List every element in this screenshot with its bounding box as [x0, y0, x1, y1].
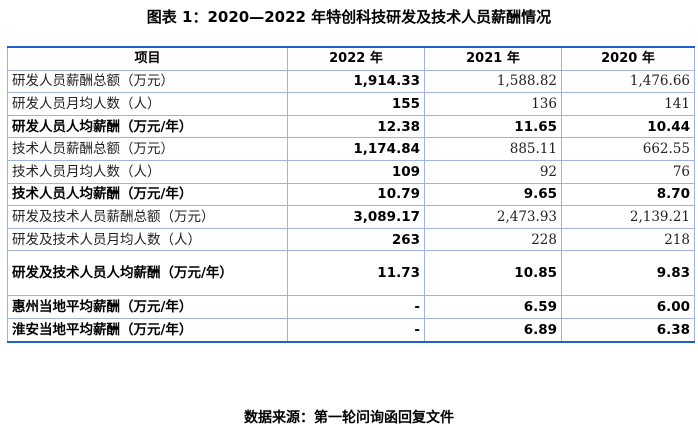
table-row: 研发人员月均人数（人） 155 136 141	[7, 92, 695, 116]
cell-2022: 109	[287, 159, 425, 184]
cell-2022: 1,914.33	[287, 69, 425, 94]
cell-2020: 1,476.66	[561, 69, 695, 94]
row-label: 研发及技术人员薪酬总额（万元）	[7, 205, 288, 229]
cell-2022: 11.73	[287, 250, 425, 297]
cell-2020: 8.70	[561, 182, 695, 207]
cell-2020: 76	[561, 159, 695, 184]
cell-2021: 11.65	[424, 114, 562, 139]
row-label: 技术人员人均薪酬（万元/年）	[7, 182, 288, 207]
cell-2022: 10.79	[287, 182, 425, 207]
cell-2020: 2,139.21	[561, 205, 695, 229]
cell-2022: 12.38	[287, 114, 425, 139]
cell-2020: 6.38	[561, 317, 695, 343]
cell-2021: 228	[424, 227, 562, 252]
cell-2020: 662.55	[561, 137, 695, 161]
cell-2021: 10.85	[424, 250, 562, 297]
table-row: 研发及技术人员薪酬总额（万元） 3,089.17 2,473.93 2,139.…	[7, 205, 695, 229]
table-row: 研发及技术人员人均薪酬（万元/年） 11.73 10.85 9.83	[7, 250, 695, 297]
row-label: 技术人员月均人数（人）	[7, 159, 288, 184]
cell-2021: 6.59	[424, 295, 562, 319]
cell-2021: 92	[424, 159, 562, 184]
cell-2020: 218	[561, 227, 695, 252]
table-row: 研发人员薪酬总额（万元） 1,914.33 1,588.82 1,476.66	[7, 69, 695, 94]
cell-2022: -	[287, 317, 425, 343]
data-source-note: 数据来源：第一轮问询函回复文件	[244, 410, 454, 426]
row-label: 研发及技术人员人均薪酬（万元/年）	[7, 250, 288, 297]
cell-2020: 141	[561, 92, 695, 116]
header-2022: 2022 年	[287, 45, 425, 71]
table-row: 技术人员月均人数（人） 109 92 76	[7, 159, 695, 184]
table-row: 技术人员人均薪酬（万元/年） 10.79 9.65 8.70	[7, 182, 695, 207]
cell-2022: 1,174.84	[287, 137, 425, 161]
row-label: 研发人员薪酬总额（万元）	[7, 69, 288, 94]
cell-2021: 2,473.93	[424, 205, 562, 229]
row-label: 技术人员薪酬总额（万元）	[7, 137, 288, 161]
cell-2022: 263	[287, 227, 425, 252]
cell-2022: -	[287, 295, 425, 319]
row-label: 研发及技术人员月均人数（人）	[7, 227, 288, 252]
cell-2021: 9.65	[424, 182, 562, 207]
table-caption: 图表 1：2020—2022 年特创科技研发及技术人员薪酬情况	[146, 8, 552, 26]
cell-2021: 136	[424, 92, 562, 116]
table-row: 研发及技术人员月均人数（人） 263 228 218	[7, 227, 695, 252]
cell-2020: 9.83	[561, 250, 695, 297]
cell-2021: 1,588.82	[424, 69, 562, 94]
row-label: 研发人员人均薪酬（万元/年）	[7, 114, 288, 139]
cell-2020: 6.00	[561, 295, 695, 319]
header-2020: 2020 年	[561, 45, 695, 71]
table-row: 惠州当地平均薪酬（万元/年） - 6.59 6.00	[7, 295, 695, 319]
row-label: 研发人员月均人数（人）	[7, 92, 288, 116]
cell-2021: 885.11	[424, 137, 562, 161]
row-label: 惠州当地平均薪酬（万元/年）	[7, 295, 288, 319]
table-row: 研发人员人均薪酬（万元/年） 12.38 11.65 10.44	[7, 114, 695, 139]
row-label: 淮安当地平均薪酬（万元/年）	[7, 317, 288, 343]
table-row: 技术人员薪酬总额（万元） 1,174.84 885.11 662.55	[7, 137, 695, 161]
table-header-row: 项目 2022 年 2021 年 2020 年	[7, 45, 695, 71]
cell-2022: 3,089.17	[287, 205, 425, 229]
table-row: 淮安当地平均薪酬（万元/年） - 6.89 6.38	[7, 317, 695, 343]
header-2021: 2021 年	[424, 45, 562, 71]
cell-2022: 155	[287, 92, 425, 116]
cell-2020: 10.44	[561, 114, 695, 139]
salary-table: 项目 2022 年 2021 年 2020 年 研发人员薪酬总额（万元） 1,9…	[7, 45, 695, 343]
header-item: 项目	[7, 45, 288, 71]
cell-2021: 6.89	[424, 317, 562, 343]
